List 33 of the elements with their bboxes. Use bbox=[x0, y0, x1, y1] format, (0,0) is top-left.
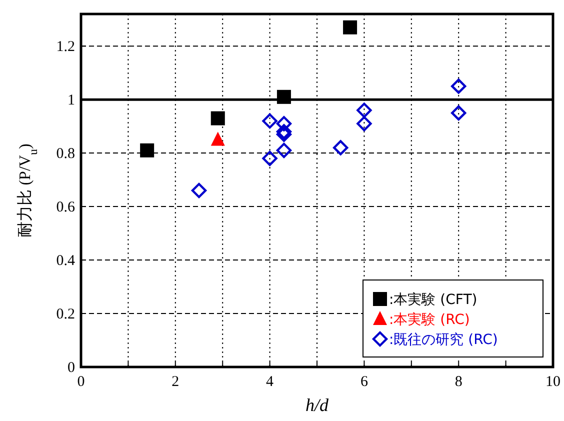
legend-label: :既往の研究 (RC) bbox=[389, 332, 498, 348]
point bbox=[276, 142, 292, 158]
point bbox=[210, 111, 225, 126]
x-tick-label: 10 bbox=[546, 374, 560, 390]
point bbox=[191, 182, 207, 198]
point bbox=[262, 150, 278, 166]
point bbox=[356, 102, 372, 118]
point bbox=[451, 105, 466, 121]
y-tick-label: 0.2 bbox=[56, 306, 75, 323]
point bbox=[343, 20, 358, 34]
point bbox=[276, 90, 291, 104]
point bbox=[356, 116, 372, 132]
x-tick-label: 6 bbox=[360, 374, 368, 390]
x-axis-title: h/d bbox=[305, 395, 330, 415]
x-tick-label: 8 bbox=[454, 374, 462, 390]
legend-item: :本実験 (RC) bbox=[373, 311, 470, 328]
x-tick-label: 2 bbox=[172, 374, 180, 390]
point bbox=[276, 116, 292, 132]
y-tick-label: 0.4 bbox=[56, 253, 76, 270]
x-tick-label: 4 bbox=[266, 374, 274, 390]
point bbox=[262, 113, 278, 129]
y-tick-label: 1 bbox=[68, 92, 75, 109]
y-tick-label: 0.6 bbox=[56, 200, 76, 216]
legend-item: :本実験 (CFT) bbox=[373, 292, 478, 308]
point bbox=[140, 143, 154, 158]
legend-label: :本実験 (CFT) bbox=[389, 292, 478, 308]
point bbox=[333, 140, 348, 156]
y-tick-label: 0.8 bbox=[56, 146, 75, 162]
legend-label: :本実験 (RC) bbox=[389, 312, 470, 328]
point bbox=[451, 78, 466, 94]
legend-item: :既往の研究 (RC) bbox=[372, 330, 498, 348]
y-tick-label: 1.2 bbox=[56, 39, 75, 56]
y-tick-label: 0 bbox=[68, 360, 75, 376]
